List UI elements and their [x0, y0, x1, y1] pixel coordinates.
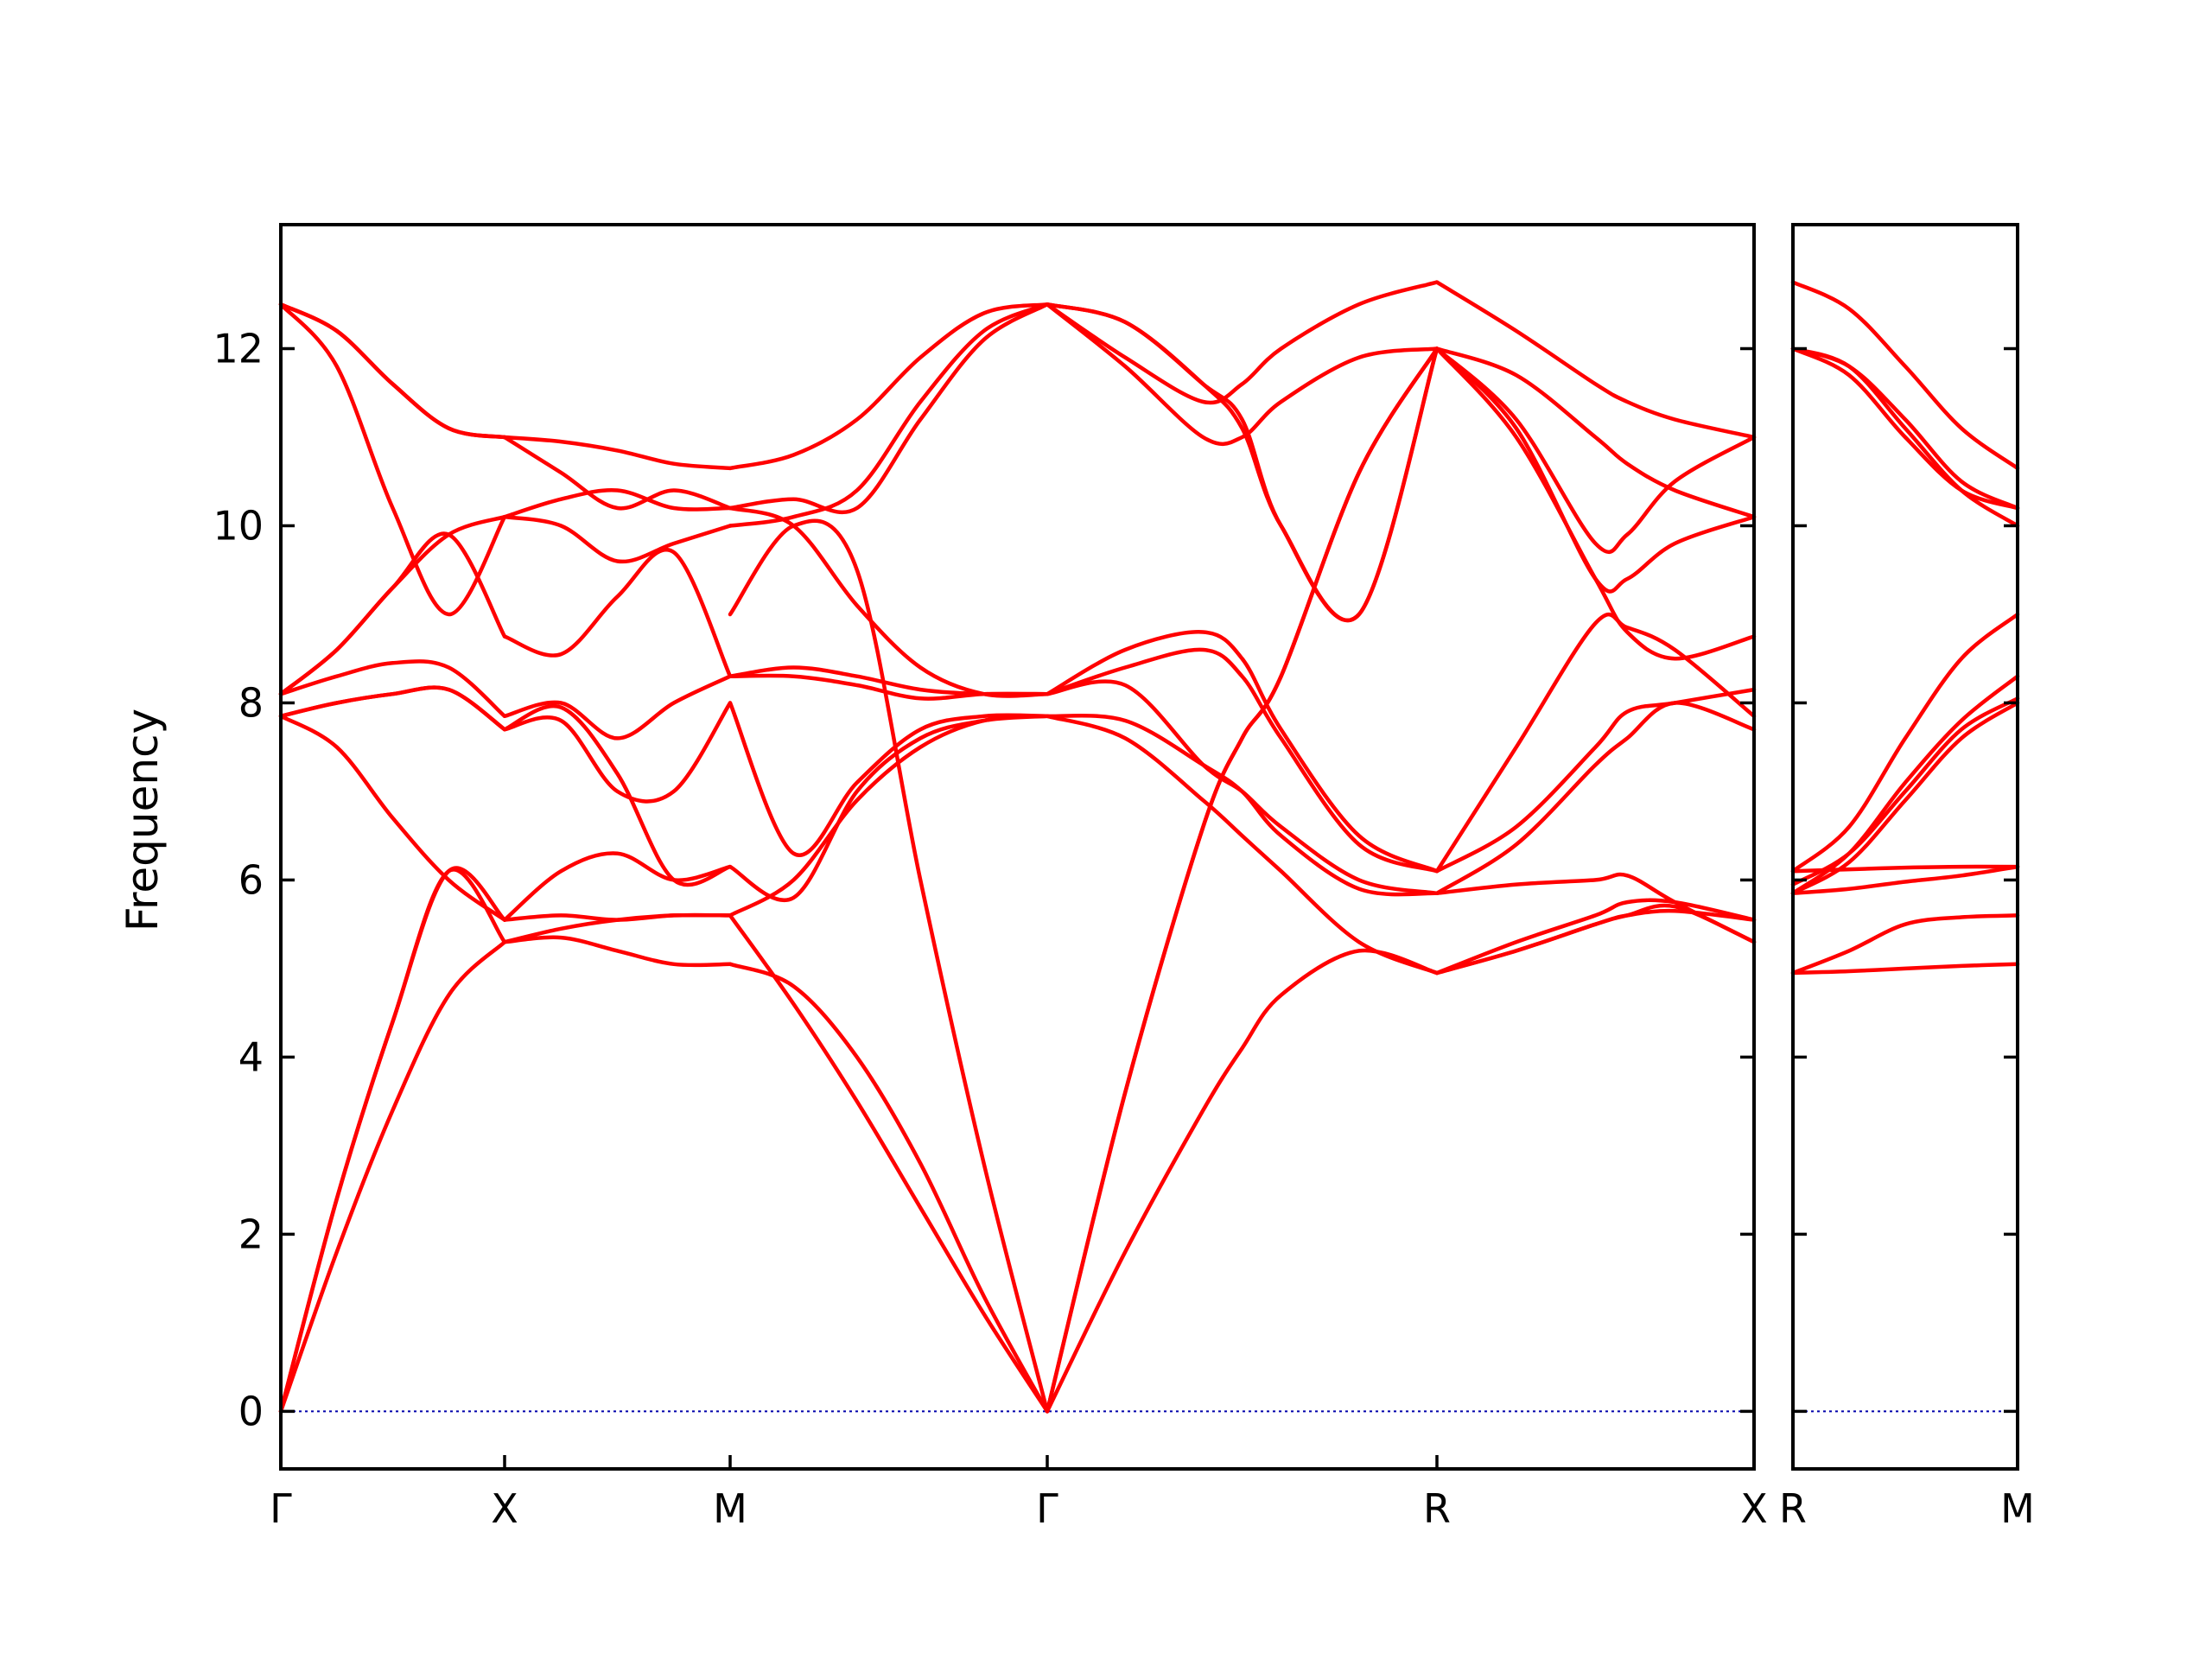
band-line-11-X-M: [502, 435, 733, 511]
band-line-9-Γ-X: [278, 514, 507, 696]
band-line-1-X-M: [502, 935, 733, 968]
band-line-3-Γ-R: [1045, 346, 1440, 1414]
plot-frame: [1791, 223, 2019, 1471]
band-line-9-Γ-R: [1045, 302, 1440, 447]
left-panel: 0 2 4 6 8 10 12 Γ X M Γ R X: [213, 223, 1768, 1532]
band-line-12-R-X: [1434, 280, 1757, 440]
x-tick-label: Γ: [1036, 1485, 1058, 1532]
x-tick-label: M: [2000, 1485, 2035, 1532]
band-line-9-R-X: [1434, 346, 1757, 594]
plot-frame: [279, 223, 1756, 1471]
band-line-5-X-M: [502, 703, 733, 887]
band-line-10-R-X: [1434, 346, 1757, 555]
band-line-3-R-M: [1790, 864, 2020, 896]
band-line-1-R-M: [1790, 962, 2020, 976]
band-line-12-Γ-X: [278, 302, 507, 440]
band-line-6-Γ-R: [1045, 679, 1440, 896]
band-line-1-Γ-R: [1045, 948, 1440, 1414]
band-line-1-R-X: [1434, 898, 1757, 976]
band-line-7-R-X: [1434, 612, 1757, 874]
band-line-12-M-Γ: [728, 505, 1050, 698]
band-line-7-R-M: [1790, 612, 2020, 874]
band-line-6-M-Γ: [728, 665, 1050, 696]
band-line-10-X-M: [502, 487, 733, 519]
band-line-11-R-M: [1790, 346, 2020, 511]
y-tick-label: 6: [238, 856, 264, 903]
band-line-5-M-Γ: [728, 701, 1050, 857]
band-line-12-R-M: [1790, 280, 2020, 471]
band-line-5-R-M: [1790, 701, 2020, 896]
y-axis-label: Frequency: [118, 709, 168, 931]
band-line-3-Γ-X: [278, 866, 507, 1414]
band-line-11-M-Γ: [728, 302, 1050, 471]
x-tick-label: X: [491, 1485, 518, 1532]
band-line-2-M-Γ: [728, 913, 1050, 1414]
band-line-4-R-X: [1434, 872, 1757, 944]
band-line-4-X-M: [502, 851, 733, 922]
band-line-10-M-Γ: [728, 302, 1050, 515]
band-line-10-Γ-X: [278, 302, 507, 617]
y-tick-label: 12: [213, 325, 264, 372]
band-line-12-X-M: [502, 435, 733, 471]
band-line-9-X-M: [502, 514, 733, 564]
band-line-9-M-Γ: [728, 302, 1050, 528]
band-line-8-R-X: [1434, 346, 1757, 661]
y-tick-label: 2: [238, 1211, 264, 1257]
y-tick-label: 8: [238, 679, 264, 726]
band-line-6-R-X: [1434, 687, 1757, 874]
y-axis-title-group: Frequency: [118, 709, 168, 931]
band-line-8-X-M: [502, 548, 733, 678]
band-line-11-R-X: [1434, 346, 1757, 519]
band-line-10-Γ-R: [1045, 280, 1440, 405]
band-line-12-Γ-R: [1045, 302, 1440, 623]
band-line-2-R-M: [1790, 913, 2020, 976]
band-line-5-Γ-R: [1045, 713, 1440, 897]
band-line-8-R-M: [1790, 696, 2020, 887]
band-line-7-Γ-X: [278, 659, 507, 719]
band-line-4-Γ-X: [278, 714, 507, 922]
band-line-6-Γ-X: [278, 685, 507, 732]
x-tick-label: R: [1423, 1485, 1451, 1532]
band-line-8-Γ-R: [1045, 630, 1440, 874]
band-line-6-X-M: [502, 701, 733, 804]
band-line-3-M-Γ: [728, 714, 1050, 902]
band-line-6-R-M: [1790, 674, 2020, 896]
x-tick-label: M: [713, 1485, 747, 1532]
band-lines: [1790, 280, 2020, 976]
x-tick-label: Γ: [270, 1485, 292, 1532]
band-line-4-Γ-R: [1045, 714, 1440, 976]
x-tick-label: R: [1779, 1485, 1807, 1532]
band-line-11-Γ-X: [278, 302, 507, 440]
band-line-7-X-M: [502, 674, 733, 741]
y-tick-label: 0: [238, 1388, 264, 1434]
band-line-4-M-Γ: [728, 714, 1050, 918]
band-line-7-Γ-R: [1045, 647, 1440, 874]
band-line-2-Γ-X: [278, 868, 507, 1414]
band-line-10-R-M: [1790, 346, 2020, 511]
band-line-1-Γ-X: [278, 939, 507, 1414]
band-line-3-X-M: [502, 912, 733, 922]
band-lines: [278, 280, 1757, 1414]
y-tick-label: 10: [213, 502, 264, 549]
y-tick-label: 4: [238, 1033, 264, 1080]
x-tick-label: X: [1740, 1485, 1768, 1532]
band-line-1-M-Γ: [728, 962, 1050, 1414]
band-line-2-Γ-R: [1045, 346, 1440, 1414]
band-line-8-M-Γ: [728, 518, 1050, 1414]
